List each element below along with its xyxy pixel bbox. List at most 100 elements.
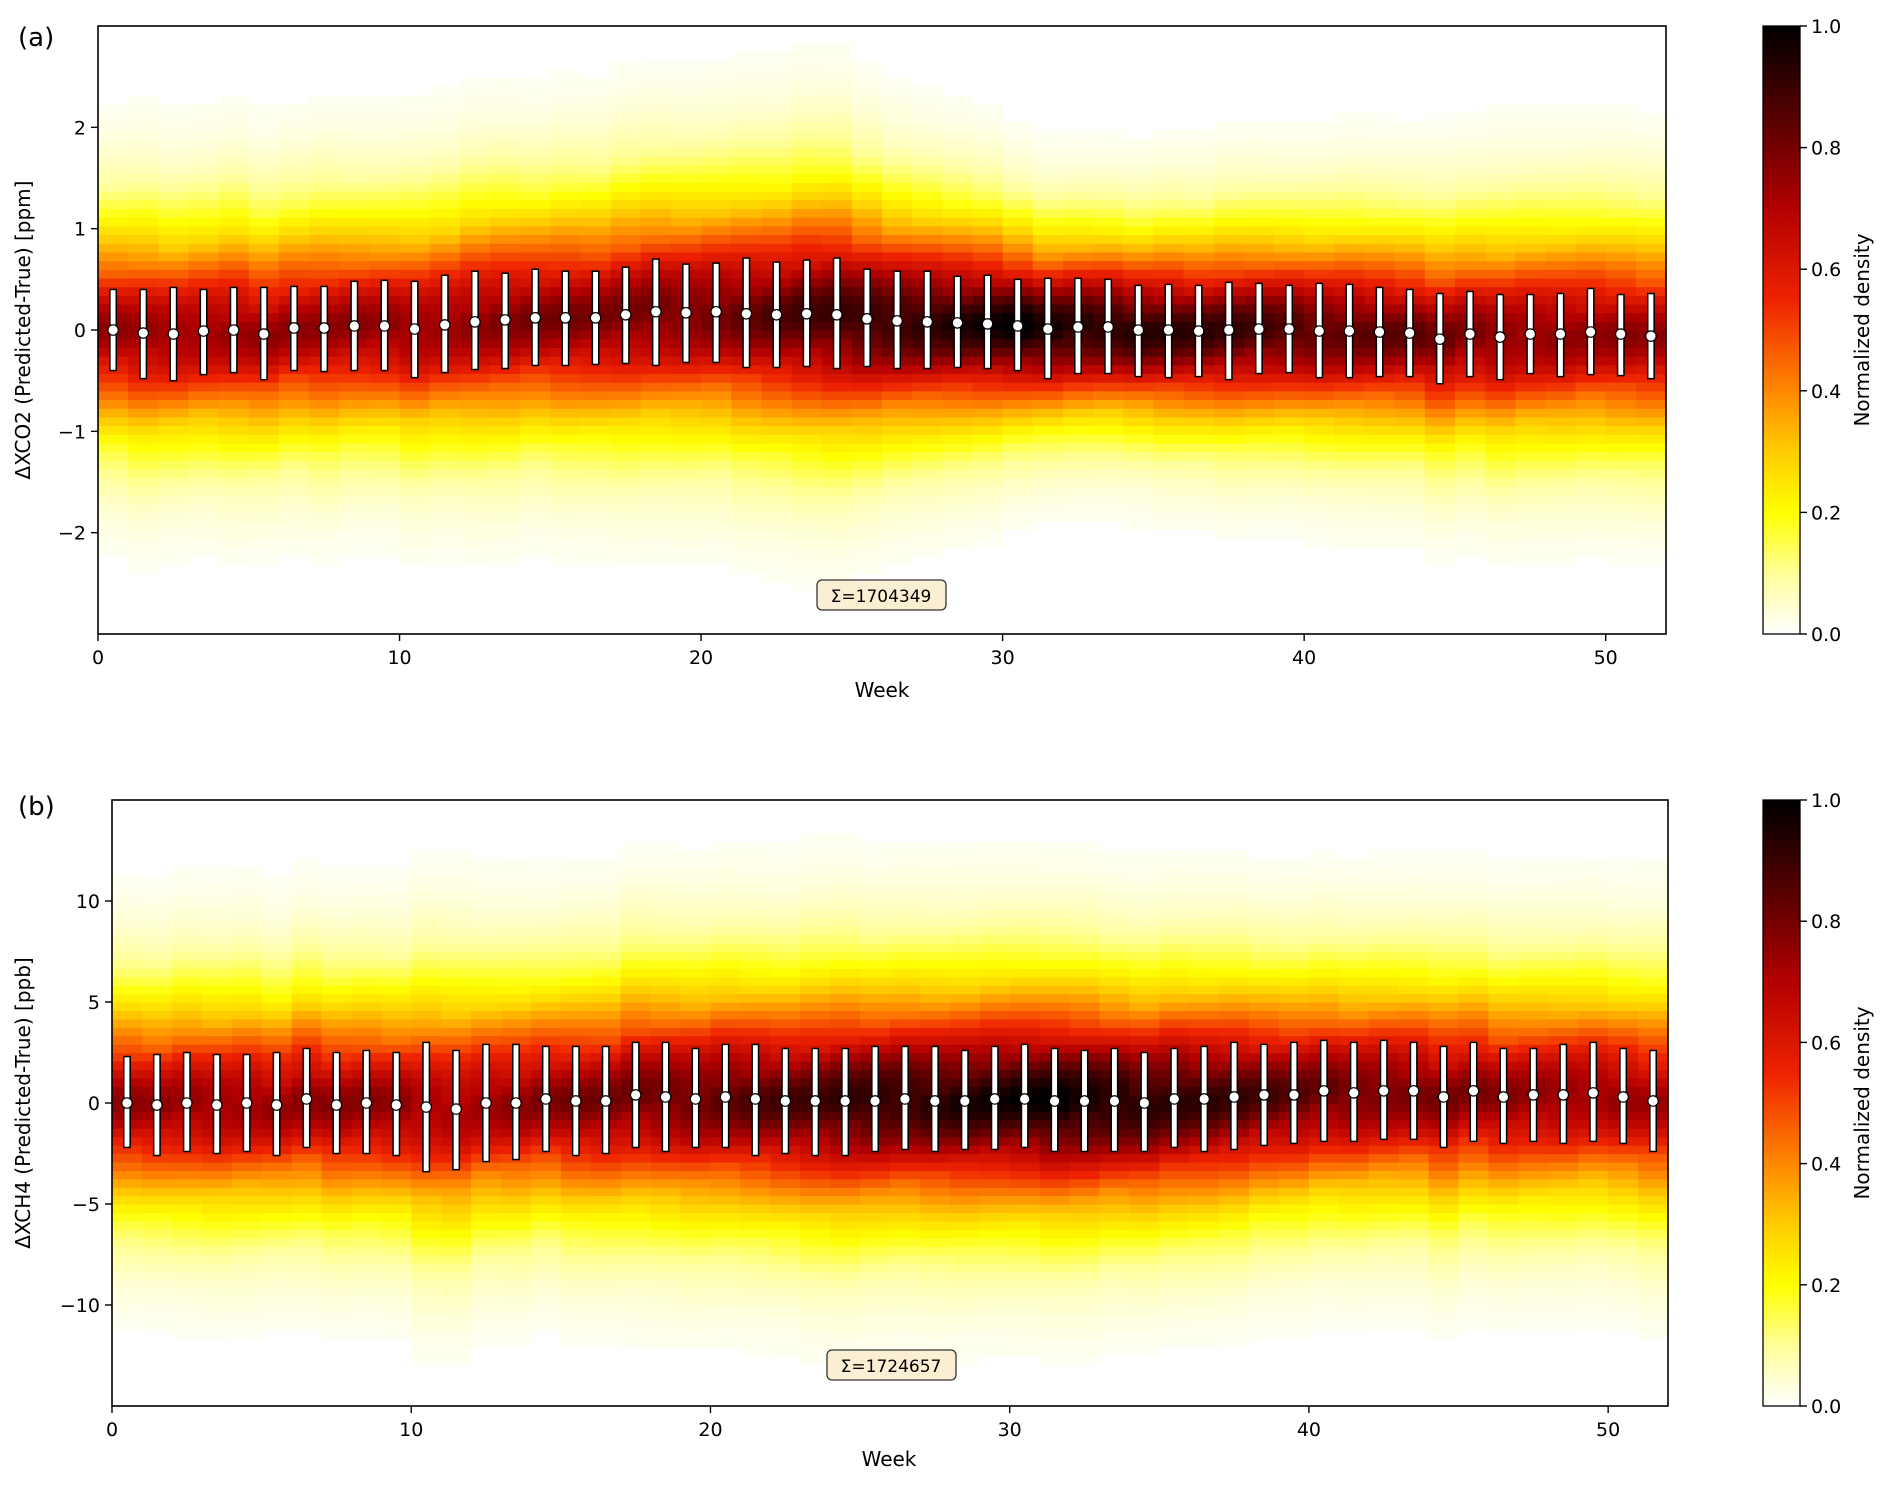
- heatmap-cell: [429, 442, 461, 453]
- heatmap-cell: [321, 909, 352, 919]
- heatmap-cell: [1123, 156, 1154, 166]
- heatmap-cell: [411, 1237, 442, 1247]
- heatmap-cell: [882, 164, 913, 175]
- heatmap-cell: [1213, 191, 1245, 201]
- heatmap-cell: [949, 1178, 981, 1188]
- heatmap-cell: [860, 993, 891, 1003]
- heatmap-cell: [278, 234, 310, 244]
- heatmap-cell: [309, 277, 340, 288]
- heatmap-cell: [369, 477, 401, 487]
- heatmap-cell: [1635, 182, 1667, 192]
- heatmap-cell: [550, 251, 582, 262]
- heatmap-cell: [218, 451, 250, 461]
- heatmap-cell: [740, 1229, 771, 1239]
- heatmap-cell: [158, 208, 190, 218]
- heatmap-cell: [278, 547, 310, 557]
- heatmap-cell: [590, 1279, 622, 1289]
- heatmap-cell: [381, 1321, 412, 1331]
- heatmap-cell: [1394, 434, 1426, 444]
- heatmap-cell: [530, 1254, 562, 1264]
- heatmap-cell: [1515, 451, 1546, 461]
- heatmap-cell: [550, 434, 582, 444]
- heatmap-cell: [141, 943, 173, 953]
- heatmap-cell: [339, 243, 370, 253]
- heatmap-cell: [1002, 243, 1034, 253]
- heatmap-cell: [112, 1010, 143, 1020]
- heatmap-cell: [141, 1044, 173, 1054]
- heatmap-cell: [201, 901, 233, 911]
- heatmap-cell: [471, 985, 502, 995]
- median-point: [710, 305, 722, 318]
- heatmap-cell: [429, 164, 461, 175]
- heatmap-cell: [530, 1204, 562, 1214]
- heatmap-cell: [248, 477, 280, 487]
- heatmap-cell: [1069, 1204, 1101, 1214]
- heatmap-cell: [979, 976, 1011, 986]
- heatmap-cell: [471, 1254, 502, 1264]
- heatmap-cell: [640, 503, 672, 513]
- heatmap-cell: [912, 208, 943, 218]
- heatmap-cell: [1394, 121, 1426, 131]
- heatmap-cell: [942, 234, 974, 244]
- heatmap-cell: [770, 1330, 801, 1340]
- heatmap-cell: [830, 934, 861, 944]
- heatmap-cell: [1069, 1313, 1101, 1323]
- heatmap-cell: [1605, 451, 1637, 461]
- heatmap-cell: [399, 243, 431, 253]
- heatmap-cell: [459, 416, 491, 427]
- heatmap-cell: [821, 182, 853, 192]
- heatmap-cell: [201, 1195, 233, 1205]
- heatmap-cell: [248, 138, 280, 149]
- heatmap-cell: [919, 1254, 951, 1264]
- heatmap-cell: [610, 486, 642, 496]
- heatmap-cell: [1069, 951, 1101, 961]
- heatmap-cell: [520, 86, 551, 97]
- heatmap-cell: [1274, 243, 1305, 253]
- median-layer: [107, 305, 1657, 345]
- heatmap-cell: [1454, 503, 1486, 513]
- heatmap-cell: [158, 503, 190, 513]
- heatmap-cell: [1274, 382, 1305, 392]
- heatmap-cell: [610, 503, 642, 513]
- heatmap-cell: [670, 217, 702, 227]
- heatmap-cell: [429, 555, 461, 566]
- heatmap-cell: [369, 112, 401, 123]
- heatmap-cell: [381, 1018, 412, 1028]
- heatmap-cell: [171, 1170, 203, 1180]
- heatmap-cell: [550, 69, 582, 79]
- heatmap-cell: [1454, 538, 1486, 548]
- heatmap-cell: [740, 1204, 771, 1214]
- heatmap-cell: [979, 1330, 1011, 1340]
- heatmap-cell: [912, 147, 943, 157]
- heatmap-cell: [471, 1010, 502, 1020]
- heatmap-cell: [399, 217, 431, 227]
- heatmap-cell: [979, 1288, 1011, 1298]
- heatmap-cell: [231, 1296, 263, 1306]
- heatmap-cell: [309, 104, 340, 114]
- heatmap-cell: [1304, 251, 1335, 262]
- heatmap-cell: [1002, 460, 1034, 470]
- heatmap-cell: [830, 875, 861, 885]
- heatmap-cell: [1069, 875, 1101, 885]
- heatmap-cell: [1129, 1010, 1160, 1020]
- heatmap-cell: [278, 199, 310, 209]
- heatmap-cell: [1304, 156, 1335, 166]
- heatmap-cell: [919, 1296, 951, 1306]
- heatmap-cell: [381, 1010, 412, 1020]
- heatmap-cell: [580, 173, 612, 183]
- heatmap-cell: [530, 959, 562, 969]
- heatmap-cell: [640, 234, 672, 244]
- heatmap-cell: [201, 884, 233, 894]
- heatmap-cell: [882, 538, 913, 548]
- heatmap-cell: [640, 208, 672, 218]
- heatmap-cell: [949, 1347, 981, 1357]
- heatmap-cell: [1274, 521, 1305, 531]
- heatmap-cell: [459, 460, 491, 470]
- heatmap-cell: [98, 486, 129, 496]
- heatmap-cell: [1009, 1195, 1041, 1205]
- heatmap-cell: [1545, 373, 1577, 383]
- heatmap-cell: [381, 1254, 412, 1264]
- heatmap-cell: [1213, 416, 1245, 427]
- heatmap-cell: [1129, 1279, 1160, 1289]
- heatmap-cell: [351, 1010, 382, 1020]
